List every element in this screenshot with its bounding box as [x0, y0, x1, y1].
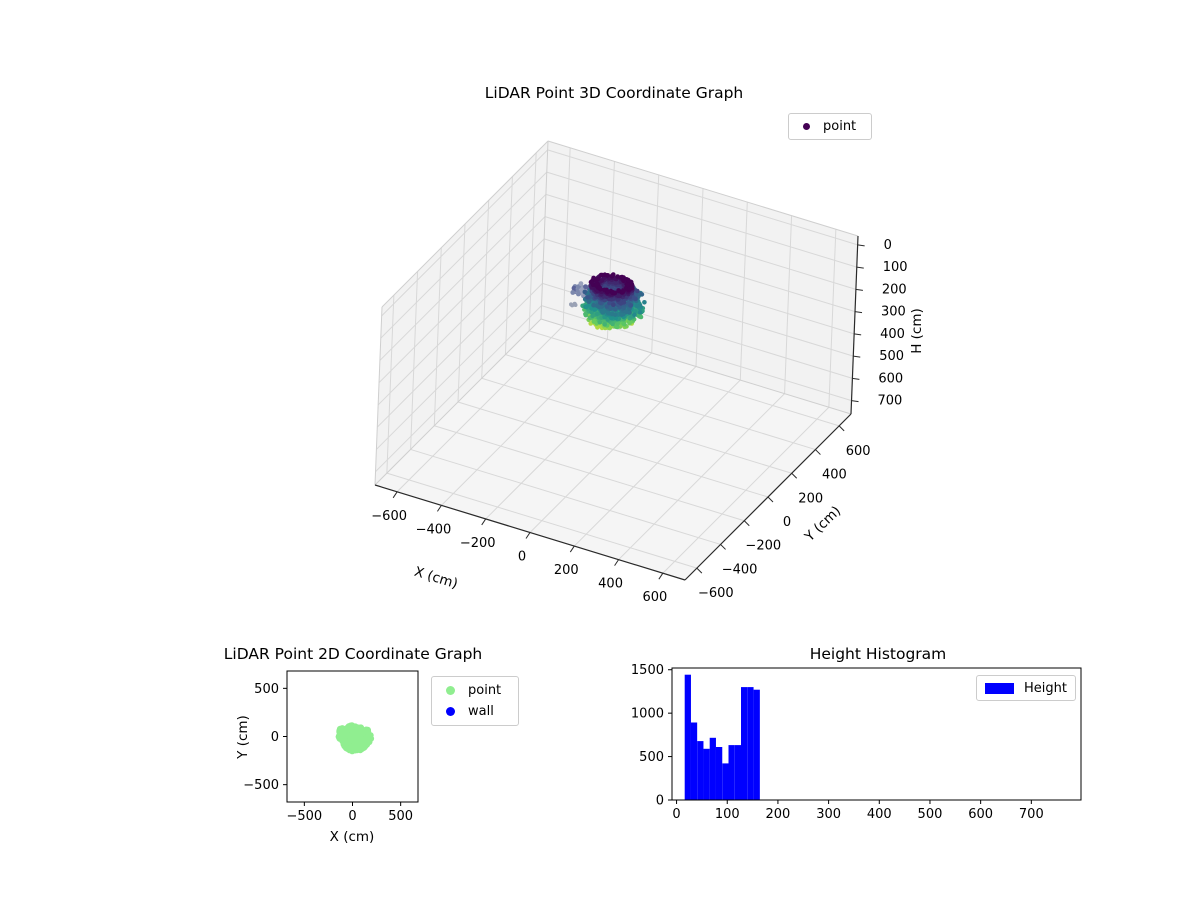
tick-label: 400	[598, 577, 623, 592]
legend-label: point	[468, 683, 502, 698]
tick-label: 200	[798, 491, 823, 506]
tick-label: 500	[879, 349, 904, 364]
plot3d-title: LiDAR Point 3D Coordinate Graph	[484, 84, 744, 102]
height-patch-icon	[985, 682, 1014, 694]
point-marker-icon	[803, 123, 810, 130]
wall-marker-icon	[446, 707, 455, 716]
tick-label: 0	[672, 807, 680, 822]
legend-entry-wall: wall	[432, 701, 518, 722]
tick-label: −600	[698, 586, 734, 601]
tick-label: 200	[882, 282, 907, 297]
tick-label: 0	[518, 550, 526, 565]
plot2d-yaxis-label: Y (cm)	[235, 715, 251, 759]
tick-label: 300	[881, 305, 906, 320]
tick-label: −200	[460, 536, 496, 551]
hist-frame	[671, 667, 1082, 801]
tick-label: 0	[783, 515, 791, 530]
tick-label: −400	[722, 562, 758, 577]
tick-label: 600	[642, 590, 667, 605]
tick-label: 600	[846, 444, 871, 459]
tick-label: 500	[639, 750, 664, 765]
tick-label: 500	[388, 809, 413, 824]
tick-label: 0	[348, 809, 356, 824]
legend-label: Height	[1024, 680, 1067, 696]
tick-label: 400	[867, 807, 892, 822]
plot2d-point-cloud	[335, 722, 375, 755]
tick-label: 300	[816, 807, 841, 822]
plot2d-xaxis-label: X (cm)	[329, 829, 375, 845]
legend-label: wall	[468, 704, 494, 719]
tick-label: 0	[884, 238, 892, 253]
tick-label: 0	[656, 794, 664, 809]
tick-label: 200	[766, 807, 791, 822]
hist-legend: Height	[976, 675, 1076, 701]
tick-label: 0	[271, 730, 279, 745]
tick-label: −600	[371, 509, 407, 524]
tick-label: 600	[878, 371, 903, 386]
tick-label: −500	[243, 778, 279, 793]
plot2d-title: LiDAR Point 2D Coordinate Graph	[223, 645, 483, 663]
tick-label: 400	[880, 327, 905, 342]
hist-tick-labels: 0 100 200 300 400 500 600 700 0 500 1000 1500	[631, 663, 1044, 822]
legend-entry-point: point	[789, 116, 871, 137]
hist-title: Height Histogram	[809, 645, 947, 663]
tick-label: −500	[286, 809, 322, 824]
tick-label: 1500	[631, 663, 664, 678]
tick-label: 700	[878, 394, 903, 409]
plot2d: −500 0 500 −500 0 500	[243, 670, 419, 824]
plot2d-tick-labels: −500 0 500 −500 0 500	[243, 682, 413, 824]
tick-label: 600	[968, 807, 993, 822]
tick-label: −200	[745, 539, 781, 554]
tick-label: 200	[554, 563, 579, 578]
plot3d-point-cloud	[569, 272, 647, 331]
tick-label: −400	[416, 522, 452, 537]
tick-label: 100	[883, 260, 908, 275]
hist-bars	[684, 674, 760, 800]
legend-entry-height: Height	[977, 678, 1075, 698]
tick-label: 700	[1019, 807, 1044, 822]
point-marker-icon	[446, 686, 455, 695]
tick-label: 500	[254, 682, 279, 697]
tick-label: 500	[918, 807, 943, 822]
legend-entry-point: point	[432, 680, 518, 701]
tick-label: 1000	[631, 707, 664, 722]
plot3d-legend: point	[788, 113, 872, 140]
tick-label: 100	[715, 807, 740, 822]
hist: 0 100 200 300 400 500 600 700 0 500 1000 1500	[631, 663, 1082, 822]
plot3d-zaxis-label: H (cm)	[909, 308, 925, 354]
tick-label: 400	[822, 468, 847, 483]
plot2d-legend: point wall	[431, 676, 519, 726]
plot3d-pane-edges	[374, 140, 859, 486]
legend-label: point	[823, 119, 857, 134]
